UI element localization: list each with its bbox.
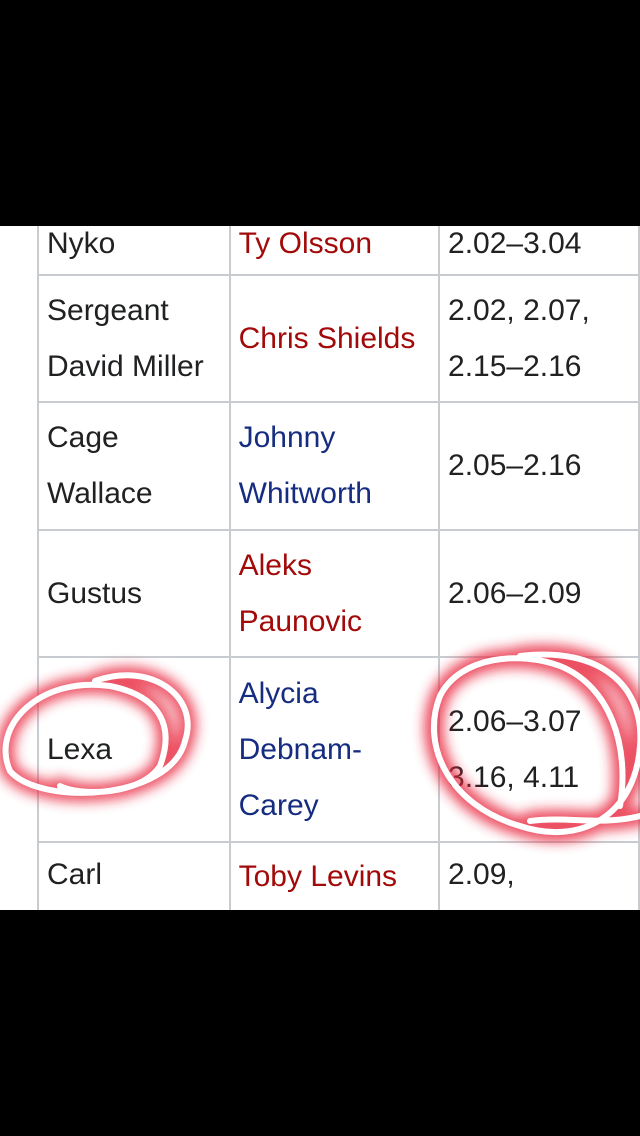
episodes: 3.16, 4.11: [448, 760, 580, 794]
table-row: Sergeant David Miller Chris Shields 2.02,…: [37, 274, 640, 403]
actor-name[interactable]: Alycia: [238, 676, 319, 710]
actor-name[interactable]: Johnny: [238, 421, 336, 454]
episodes: 2.09,: [448, 858, 515, 891]
character-name: Lexa: [47, 732, 113, 766]
actor-link[interactable]: Ty Olsson: [228, 226, 441, 276]
character-name: Sergeant: [47, 293, 169, 327]
table-row: Gustus Aleks Paunovic 2.06–2.09: [37, 529, 640, 658]
character-name: Carl: [47, 858, 103, 891]
character-cell: Carl: [37, 841, 231, 910]
episodes-cell: 2.05–2.16: [438, 401, 640, 531]
wiki-table-viewport: Nyko Ty Olsson 2.02–3.04 Sergeant David M…: [0, 226, 640, 910]
episodes-cell: 2.02, 2.07, 2.15–2.16: [438, 274, 640, 403]
character-name: Wallace: [47, 477, 153, 510]
character-name: David Miller: [47, 349, 204, 383]
actor-name[interactable]: Paunovic: [238, 604, 363, 638]
episodes-cell: 2.06–2.09: [438, 529, 640, 658]
character-cell: Sergeant David Miller: [37, 274, 231, 403]
cast-table: Nyko Ty Olsson 2.02–3.04 Sergeant David M…: [37, 226, 640, 910]
table-row: Cage Wallace Johnny Whitworth 2.05–2.16: [37, 401, 640, 531]
character-name: Nyko: [47, 226, 116, 260]
episodes: 2.02, 2.07,: [448, 293, 590, 327]
actor-link[interactable]: Aleks Paunovic: [228, 529, 441, 658]
actor-name[interactable]: Debnam-: [238, 732, 363, 766]
actor-link[interactable]: Toby Levins: [228, 841, 441, 910]
table-row-lexa: Lexa Alycia Debnam- Carey 2.06–3.07 3.16, 4…: [37, 656, 640, 843]
episodes: 2.15–2.16: [448, 349, 582, 383]
episodes-cell: 2.09,: [438, 841, 640, 910]
character-cell: Nyko: [37, 226, 231, 276]
character-cell: Cage Wallace: [37, 401, 231, 531]
actor-name[interactable]: Whitworth: [238, 477, 372, 510]
actor-name[interactable]: Ty Olsson: [238, 226, 372, 260]
actor-name[interactable]: Chris Shields: [238, 321, 416, 355]
character-name: Gustus: [47, 576, 143, 610]
actor-name[interactable]: Toby Levins: [238, 860, 398, 893]
actor-name[interactable]: Aleks: [238, 548, 312, 582]
episodes: 2.06–2.09: [448, 576, 582, 610]
table-row: Carl Toby Levins 2.09,: [37, 841, 640, 910]
episodes-cell: 2.06–3.07 3.16, 4.11: [438, 656, 640, 843]
episodes: 2.02–3.04: [448, 226, 582, 260]
episodes: 2.06–3.07: [448, 704, 582, 738]
actor-name[interactable]: Carey: [238, 788, 319, 822]
table-row: Nyko Ty Olsson 2.02–3.04: [37, 226, 640, 276]
episodes-cell: 2.02–3.04: [438, 226, 640, 276]
actor-link[interactable]: Johnny Whitworth: [228, 401, 441, 531]
episodes: 2.05–2.16: [448, 449, 582, 482]
character-cell: Lexa: [37, 656, 231, 843]
character-cell: Gustus: [37, 529, 231, 658]
actor-link[interactable]: Chris Shields: [228, 274, 441, 403]
character-name: Cage: [47, 421, 119, 454]
actor-link[interactable]: Alycia Debnam- Carey: [228, 656, 441, 843]
